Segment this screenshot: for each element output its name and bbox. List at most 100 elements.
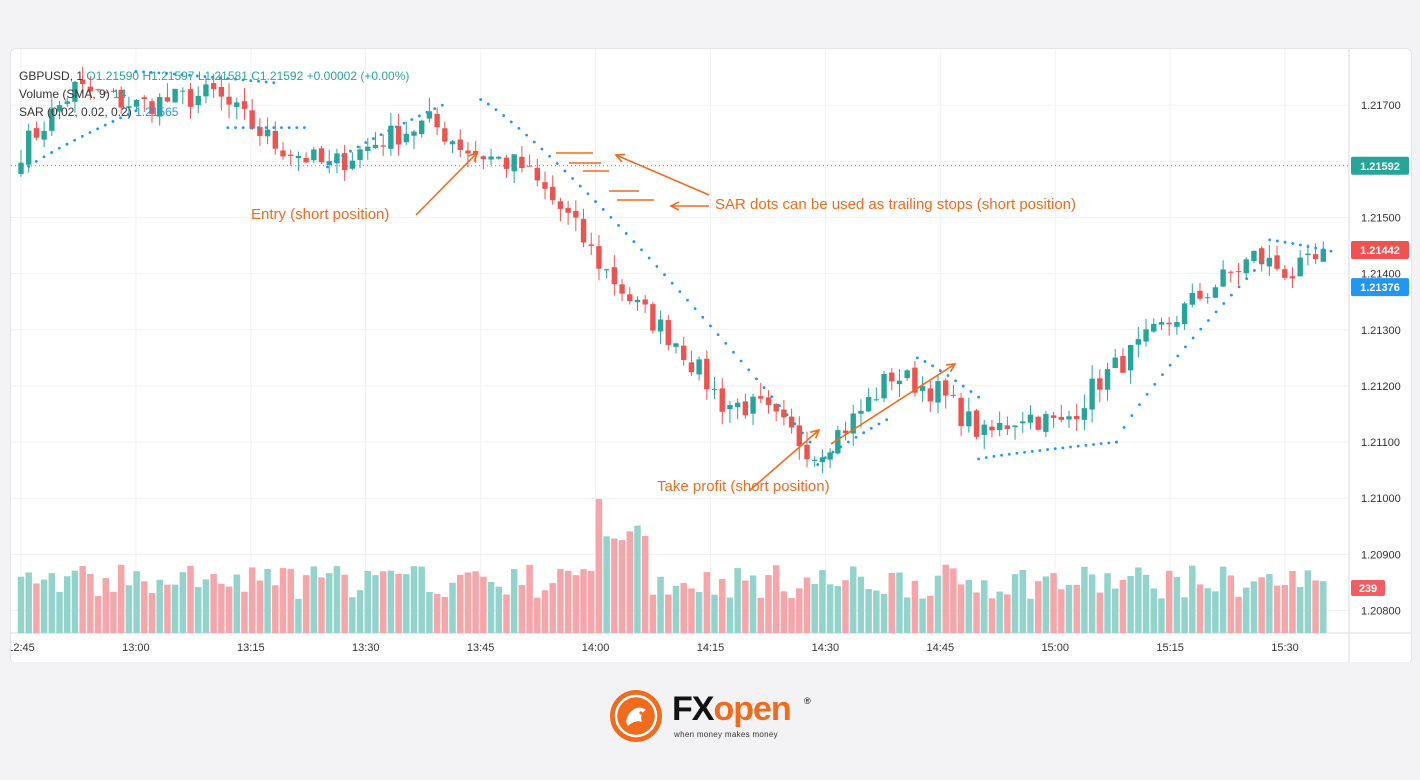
legend-close: C1.21592	[251, 69, 304, 83]
sar-dot	[1015, 451, 1019, 455]
chart-panel[interactable]: 1.217001.216001.215001.214001.213001.212…	[10, 48, 1412, 664]
volume-bar	[1227, 575, 1235, 633]
sar-dot	[1214, 310, 1218, 314]
candle-body	[781, 409, 787, 418]
y-tick-label: 1.21700	[1361, 100, 1401, 112]
candle-body	[673, 343, 679, 347]
volume-bar	[1050, 573, 1057, 633]
candle-body	[704, 358, 710, 390]
sar-dot	[1115, 440, 1118, 444]
candle-body	[1158, 322, 1165, 325]
sar-dot	[594, 200, 597, 203]
volume-bar	[980, 580, 988, 633]
volume-bar	[94, 596, 102, 633]
take-profit-arrow-2	[830, 363, 956, 445]
sar-dot	[1038, 449, 1042, 452]
candle-body	[534, 167, 540, 181]
candle-body	[64, 101, 70, 104]
sar-dot	[1138, 403, 1141, 407]
sar-dot	[1298, 243, 1302, 247]
sar-dot	[716, 333, 720, 337]
volume-bar	[356, 590, 364, 633]
sar-dot	[1122, 425, 1126, 429]
candle-body	[1120, 356, 1126, 373]
candle-body	[449, 141, 456, 145]
volume-bar	[1065, 584, 1073, 633]
candle-body	[973, 410, 980, 437]
candle-body	[72, 81, 78, 102]
candle-body	[812, 459, 818, 461]
volume-bar	[1235, 596, 1242, 633]
volume-bar	[672, 585, 680, 633]
candle-body	[858, 410, 864, 414]
y-tick-label: 1.20900	[1361, 549, 1401, 561]
volume-bar	[1273, 585, 1281, 633]
candle-body	[1205, 297, 1211, 299]
candle-body	[1074, 416, 1080, 420]
volume-bar	[456, 574, 464, 633]
sar-dot	[280, 126, 283, 130]
last-price-tag-bg	[1351, 156, 1409, 175]
candle-body	[1035, 416, 1041, 430]
candle-body	[750, 396, 756, 414]
candle-body	[873, 399, 880, 401]
sar-dot	[387, 129, 391, 133]
candle-body	[1166, 322, 1172, 325]
volume-bar	[788, 598, 795, 633]
volume-bar	[1004, 594, 1011, 633]
candle-body	[419, 120, 425, 135]
y-tick-label: 1.21400	[1361, 269, 1401, 281]
volume-bar	[803, 577, 811, 633]
price-chart[interactable]: 1.217001.216001.215001.214001.213001.212…	[11, 49, 1411, 663]
sar-dot	[486, 102, 490, 106]
volume-bar	[349, 597, 356, 633]
sar-dot	[617, 223, 620, 227]
sar-dot	[693, 307, 697, 311]
volume-bar	[934, 575, 942, 633]
candle-body	[388, 125, 394, 149]
sar-dot	[525, 133, 529, 137]
sar-dot	[394, 125, 398, 129]
y-tick-label: 1.21100	[1361, 437, 1400, 449]
sar-dot	[839, 445, 843, 449]
volume-bar	[1027, 598, 1034, 633]
sar-dot	[624, 232, 628, 235]
candle-body	[1181, 303, 1188, 325]
sar-dot	[234, 77, 237, 81]
volume-bar	[618, 540, 626, 633]
volume-bar	[110, 591, 117, 633]
sar-dot	[1168, 363, 1172, 367]
candle-body	[1197, 290, 1203, 299]
volume-bar	[395, 573, 402, 633]
volume-bar	[372, 575, 379, 633]
sar-dot	[977, 395, 981, 399]
volume-bar	[873, 590, 880, 633]
sar-dot	[992, 454, 996, 458]
sar-dot	[938, 369, 942, 372]
sar-dot	[50, 151, 54, 154]
sar-dot	[1291, 242, 1295, 245]
sar-dot	[609, 215, 613, 219]
sar-dot	[747, 368, 751, 372]
volume-bar	[641, 536, 649, 633]
volume-bar	[125, 585, 133, 633]
volume-bar	[133, 571, 140, 633]
sar-dot	[1275, 239, 1279, 243]
volume-bar	[888, 572, 896, 633]
volume-bar	[842, 580, 849, 633]
candle-body	[557, 201, 564, 209]
entry-arrow	[415, 152, 478, 216]
candle-body	[1143, 329, 1149, 342]
candle-body	[842, 430, 849, 434]
candle-body	[457, 139, 463, 150]
volume-bar	[495, 586, 503, 633]
candle-body	[503, 157, 510, 169]
sar-dot	[686, 298, 689, 302]
sar-dot	[762, 386, 766, 390]
sar-dot	[877, 422, 881, 426]
volume-bar	[48, 573, 56, 633]
sar-dot	[211, 75, 214, 79]
sar-dot	[640, 248, 643, 252]
candle-body	[103, 92, 109, 94]
sar-dot	[326, 165, 329, 169]
